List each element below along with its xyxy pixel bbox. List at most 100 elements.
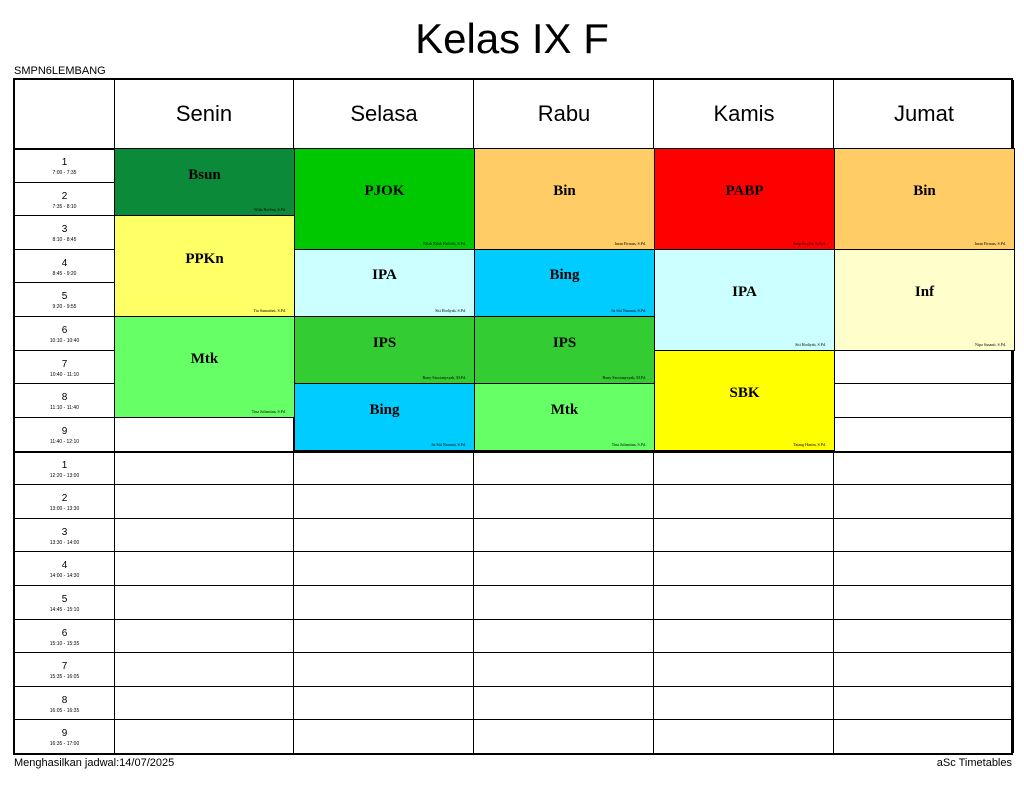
period-label: 3 8:10 - 8:45 (15, 215, 114, 249)
lesson-subject: Bsun (188, 166, 221, 183)
lesson-card[interactable]: PABP Asep Rosyid, S.Pd.I. (654, 148, 835, 250)
timetable-grid: Senin Selasa Rabu Kamis Jumat 1 7:00 - 7:35 2 7:… (13, 78, 1015, 755)
period-number: 3 (61, 224, 68, 236)
period-time: 8:10 - 8:45 (52, 237, 77, 244)
lesson-card[interactable]: IPS Rony Siswianysyah, M.Pd. (294, 316, 475, 385)
column-divider (1013, 80, 1014, 753)
lesson-card[interactable]: Mtk Tina Julianitna, S.Pd. (474, 383, 655, 452)
day-header-senin: Senin (175, 101, 233, 126)
lesson-teacher: Iman Firman, S.Pd. (614, 240, 646, 246)
row-divider (15, 685, 1011, 687)
row-divider (15, 551, 1011, 553)
lesson-subject: Bin (553, 183, 576, 200)
period-time: 7:00 - 7:35 (52, 170, 77, 176)
day-header-jumat: Jumat (894, 101, 954, 126)
lesson-teacher: Iis Siti Nurasni, S.Pd. (431, 442, 466, 448)
lesson-card[interactable]: PPKn Tia Sumartini, S.Pd. (114, 215, 295, 318)
lesson-teacher: Tatang Hasim, S.Pd. (793, 442, 826, 448)
period-number: 8 (61, 694, 68, 706)
period-time: 16:35 - 17:00 (49, 741, 80, 748)
period-label: 2 7:35 - 8:10 (15, 182, 114, 216)
period-time: 11:40 - 12:10 (49, 438, 80, 445)
day-header-rabu: Rabu (537, 101, 591, 126)
lesson-subject: Inf (914, 284, 935, 301)
lesson-subject: SBK (729, 385, 760, 402)
lesson-teacher: Siti Hodiyah, S.Pd. (795, 341, 826, 347)
lesson-card[interactable]: IPA Siti Hodiyah, S.Pd. (294, 248, 475, 318)
lesson-subject: IPA (372, 267, 397, 284)
period-label: 4 8:45 - 9:20 (15, 249, 114, 283)
lesson-teacher: Rony Siswianysyah, M.Pd. (422, 375, 466, 381)
brand-label: aSc Timetables (936, 757, 1012, 769)
period-number: 1 (61, 157, 68, 168)
period-time: 14:00 - 14:30 (49, 573, 80, 580)
period-number: 2 (61, 493, 68, 505)
row-divider (15, 450, 1011, 453)
row-divider (15, 652, 1011, 654)
period-time: 15:10 - 15:35 (49, 640, 80, 647)
period-number: 3 (61, 526, 68, 538)
generated-date: Menghasilkan jadwal:14/07/2025 (14, 757, 175, 769)
period-time: 15:35 - 16:05 (49, 674, 80, 681)
row-divider (15, 719, 1011, 721)
period-label: 5 9:20 - 9:55 (15, 282, 114, 316)
lesson-card[interactable]: Bin Iman Firman, S.Pd. (474, 148, 655, 250)
lesson-teacher: Nilah Nilah Halidah, S.Pd. (423, 240, 466, 246)
lesson-subject: Mtk (190, 351, 219, 368)
row-divider (15, 618, 1011, 620)
period-number: 4 (61, 257, 68, 269)
lesson-subject: IPS (552, 334, 577, 351)
lesson-subject: IPS (372, 334, 397, 351)
lesson-subject: IPA (732, 284, 757, 301)
lesson-teacher: Rony Siswianysyah, M.Pd. (602, 375, 646, 381)
lesson-teacher: Nipa Susanti, S.Pd. (974, 341, 1006, 347)
period-number: 9 (61, 728, 68, 740)
period-label: 9 11:40 - 12:10 (15, 417, 114, 451)
lesson-card[interactable]: SBK Tatang Hasim, S.Pd. (654, 349, 835, 452)
lesson-subject: Bin (913, 183, 936, 200)
period-label: 7 10:40 - 11:10 (15, 350, 114, 384)
lesson-subject: PABP (725, 183, 764, 200)
lesson-card[interactable]: IPS Rony Siswianysyah, M.Pd. (474, 316, 655, 385)
period-label: 1 7:00 - 7:35 (15, 148, 114, 182)
lesson-teacher: Wida Herlina, S.Pd. (254, 207, 286, 213)
lesson-card[interactable]: Bing Iis Siti Nurasni, S.Pd. (474, 248, 655, 318)
lesson-card[interactable]: Inf Nipa Susanti, S.Pd. (834, 248, 1015, 351)
lesson-teacher: Siti Hodiyah, S.Pd. (435, 308, 466, 314)
period-label: 3 13:30 - 14:00 (15, 518, 114, 552)
period-time: 11:10 - 11:40 (50, 405, 79, 412)
period-label: 6 15:10 - 15:35 (15, 619, 114, 653)
period-number: 1 (61, 459, 68, 471)
lesson-subject: PJOK (364, 183, 405, 200)
period-number: 5 (61, 291, 68, 303)
period-label: 8 16:05 - 16:35 (15, 686, 114, 720)
period-label: 2 13:00 - 13:30 (15, 484, 114, 518)
period-number: 7 (61, 358, 68, 370)
period-number: 8 (61, 392, 68, 404)
row-divider (15, 584, 1011, 586)
day-header-selasa: Selasa (350, 101, 418, 126)
lesson-card[interactable]: Bin Iman Firman, S.Pd. (834, 148, 1015, 250)
lesson-subject: PPKn (185, 250, 224, 267)
period-number: 6 (61, 627, 68, 639)
lesson-card[interactable]: PJOK Nilah Nilah Halidah, S.Pd. (294, 148, 475, 250)
lesson-subject: Bing (369, 401, 400, 418)
period-time: 12:20 - 13:00 (49, 472, 80, 479)
period-number: 7 (61, 661, 68, 673)
lesson-teacher: Asep Rosyid, S.Pd.I. (792, 240, 826, 246)
lesson-card[interactable]: IPA Siti Hodiyah, S.Pd. (654, 248, 835, 351)
period-time: 9:20 - 9:55 (52, 304, 77, 311)
lesson-card[interactable]: Bsun Wida Herlina, S.Pd. (114, 148, 295, 217)
lesson-teacher: Iis Siti Nurasni, S.Pd. (611, 308, 646, 314)
lesson-card[interactable]: Mtk Tina Julianitna, S.Pd. (114, 316, 295, 418)
period-time: 10:10 - 10:40 (49, 338, 80, 345)
lesson-subject: Mtk (550, 401, 579, 418)
period-number: 9 (61, 425, 68, 437)
period-label: 7 15:35 - 16:05 (15, 652, 114, 686)
period-number: 2 (61, 190, 68, 202)
lesson-card[interactable]: Bing Iis Siti Nurasni, S.Pd. (294, 383, 475, 452)
period-time: 7:35 - 8:10 (52, 203, 77, 210)
lesson-teacher: Tina Julianitna, S.Pd. (251, 408, 286, 414)
period-time: 16:05 - 16:35 (49, 707, 80, 714)
lesson-subject: Bing (549, 267, 580, 284)
